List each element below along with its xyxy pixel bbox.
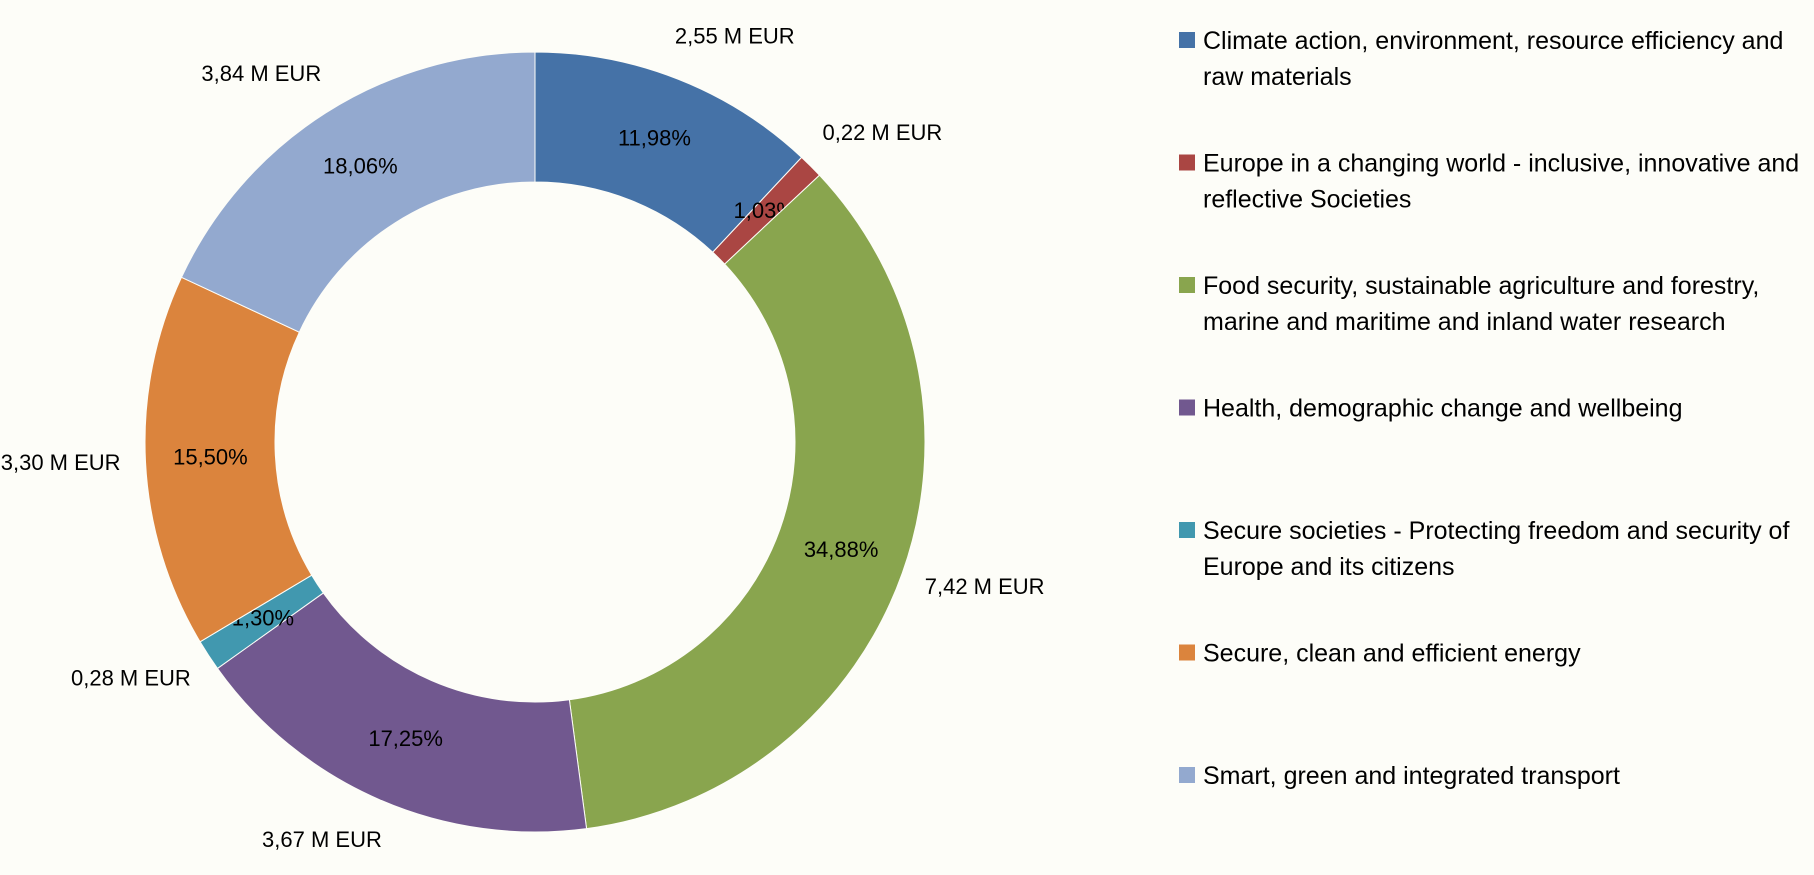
- amount-label: 3,84 M EUR: [201, 61, 321, 86]
- percent-label: 11,98%: [618, 126, 691, 151]
- legend-label: Climate action, environment, resource ef…: [1203, 27, 1790, 91]
- legend-swatch: [1179, 767, 1195, 783]
- amount-label: 3,30 M EUR: [1, 450, 121, 475]
- amount-label: 7,42 M EUR: [925, 574, 1045, 599]
- legend-swatch: [1179, 277, 1195, 293]
- amount-label: 0,22 M EUR: [822, 120, 942, 145]
- amount-label: 2,55 M EUR: [675, 23, 795, 48]
- legend-label: Europe in a changing world - inclusive, …: [1203, 150, 1806, 214]
- donut-slice: [180, 51, 536, 333]
- legend-swatch: [1179, 522, 1195, 538]
- percent-label: 18,06%: [323, 154, 398, 179]
- percent-label: 17,25%: [368, 726, 443, 751]
- amount-label: 0,28 M EUR: [71, 666, 191, 691]
- percent-label: 34,88%: [804, 537, 879, 562]
- legend-label: Smart, green and integrated transport: [1203, 762, 1620, 790]
- donut-slice: [216, 592, 588, 833]
- percent-label: 15,50%: [173, 444, 248, 469]
- legend-swatch: [1179, 399, 1195, 416]
- donut-slice: [568, 174, 926, 830]
- legend-label: Health, demographic change and wellbeing: [1203, 395, 1683, 423]
- legend-swatch: [1179, 644, 1195, 661]
- donut-slice: [144, 276, 313, 643]
- legend-label: Secure, clean and efficient energy: [1203, 640, 1581, 668]
- legend-swatch: [1179, 32, 1195, 48]
- legend-swatch: [1179, 154, 1195, 171]
- legend-label: Secure societies - Protecting freedom an…: [1203, 517, 1796, 581]
- amount-label: 3,67 M EUR: [262, 827, 382, 852]
- legend-label: Food security, sustainable agriculture a…: [1203, 272, 1766, 336]
